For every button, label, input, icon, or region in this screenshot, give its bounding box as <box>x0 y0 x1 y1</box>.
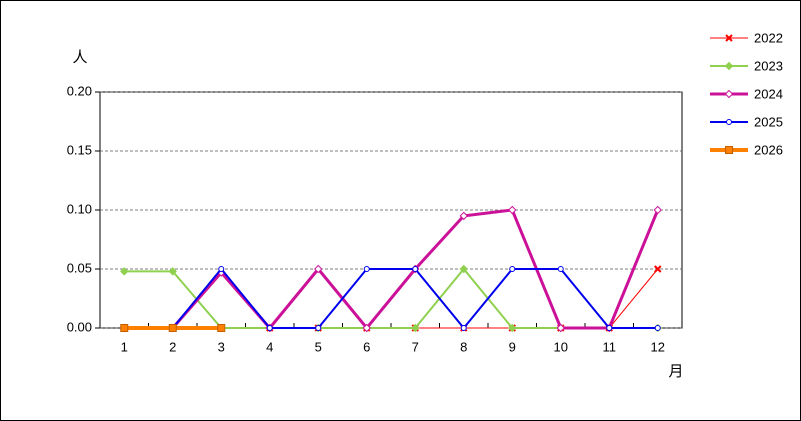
marker <box>362 323 371 333</box>
y-tick-label: 0.10 <box>67 201 92 216</box>
marker <box>724 61 734 71</box>
marker <box>606 325 613 331</box>
x-tick-label: 7 <box>412 339 419 354</box>
marker <box>556 323 565 333</box>
marker <box>459 264 468 274</box>
marker <box>725 34 733 42</box>
x-tick-label: 2 <box>169 339 176 354</box>
marker <box>120 267 129 276</box>
series-line <box>124 208 660 331</box>
legend-label: 2023 <box>754 58 783 73</box>
y-tick-label: 0.20 <box>67 83 92 98</box>
legend-label: 2024 <box>754 86 783 101</box>
marker <box>724 89 734 99</box>
marker <box>411 323 420 333</box>
legend-label: 2026 <box>754 142 783 157</box>
x-tick-label: 10 <box>554 339 568 354</box>
marker <box>509 266 516 272</box>
x-tick-label: 12 <box>651 339 665 354</box>
marker <box>508 205 517 215</box>
marker <box>653 205 662 215</box>
x-tick-label: 4 <box>266 339 273 354</box>
marker <box>266 325 273 331</box>
marker <box>168 324 177 332</box>
marker <box>725 146 733 154</box>
marker <box>412 266 419 272</box>
x-tick-label: 9 <box>509 339 516 354</box>
y-tick-label: 0.00 <box>67 319 92 334</box>
marker <box>217 324 226 332</box>
marker <box>314 264 323 274</box>
marker <box>120 324 129 332</box>
marker <box>315 325 322 331</box>
x-tick-label: 6 <box>363 339 370 354</box>
marker <box>726 119 732 125</box>
y-tick-label: 0.05 <box>67 260 92 275</box>
marker <box>508 323 517 333</box>
y-axis-label: 人 <box>72 49 87 66</box>
series-line <box>124 267 658 330</box>
marker <box>654 265 662 273</box>
marker <box>460 325 467 331</box>
y-tick-label: 0.15 <box>67 142 92 157</box>
marker <box>363 266 370 272</box>
x-tick-label: 5 <box>315 339 322 354</box>
legend-label: 2022 <box>754 30 783 45</box>
x-tick-label: 8 <box>460 339 467 354</box>
x-tick-label: 1 <box>121 339 128 354</box>
legend-label: 2025 <box>754 114 783 129</box>
marker <box>557 266 564 272</box>
marker <box>168 267 177 276</box>
marker <box>218 266 225 272</box>
x-tick-label: 3 <box>218 339 225 354</box>
marker <box>459 211 468 221</box>
marker <box>654 325 661 331</box>
x-tick-label: 11 <box>603 339 617 354</box>
x-axis-label: 月 <box>668 363 683 380</box>
